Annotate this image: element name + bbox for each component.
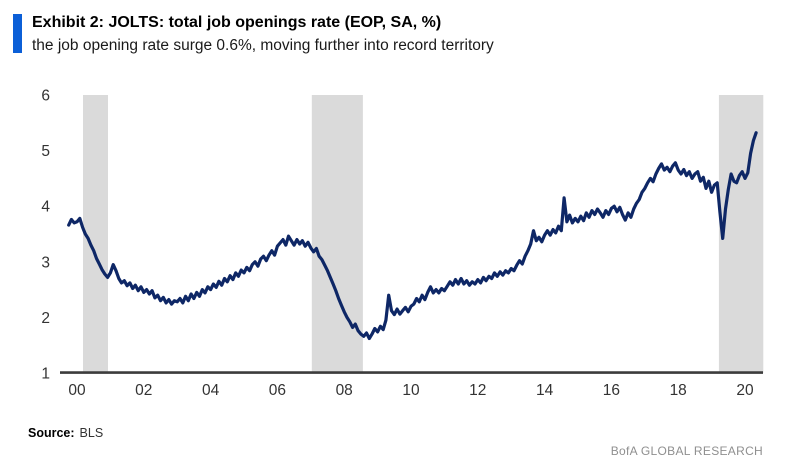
y-tick-label: 1 bbox=[41, 366, 50, 383]
accent-bar bbox=[13, 14, 22, 53]
x-tick-label: 08 bbox=[336, 382, 353, 399]
y-tick-label: 4 bbox=[41, 199, 50, 216]
y-tick-label: 6 bbox=[41, 88, 50, 105]
x-tick-label: 00 bbox=[68, 382, 86, 399]
source-row: Source: BLS bbox=[28, 426, 103, 440]
x-tick-label: 16 bbox=[603, 382, 620, 399]
y-tick-label: 3 bbox=[41, 254, 50, 271]
y-tick-label: 5 bbox=[41, 143, 50, 160]
source-value: BLS bbox=[79, 426, 104, 440]
exhibit-title: Exhibit 2: JOLTS: total job openings rat… bbox=[32, 14, 442, 31]
x-tick-label: 18 bbox=[670, 382, 687, 399]
x-tick-label: 10 bbox=[402, 382, 420, 399]
x-tick-label: 12 bbox=[469, 382, 486, 399]
x-tick-label: 14 bbox=[536, 382, 554, 399]
recession-band bbox=[718, 95, 764, 373]
x-tick-label: 20 bbox=[736, 382, 754, 399]
y-tick-label: 2 bbox=[41, 310, 50, 327]
x-tick-label: 04 bbox=[202, 382, 220, 399]
exhibit-subtitle: the job opening rate surge 0.6%, moving … bbox=[32, 37, 494, 54]
recession-band bbox=[311, 95, 363, 373]
source-label: Source: bbox=[28, 426, 75, 440]
x-tick-label: 06 bbox=[269, 382, 286, 399]
branding-text: BofA GLOBAL RESEARCH bbox=[610, 444, 763, 458]
x-tick-label: 02 bbox=[135, 382, 152, 399]
job-openings-rate-line bbox=[67, 131, 758, 341]
